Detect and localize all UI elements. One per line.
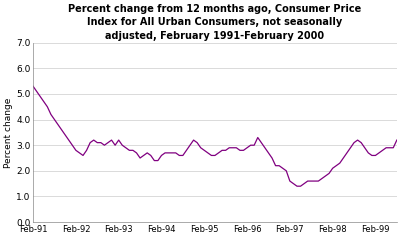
Y-axis label: Percent change: Percent change — [4, 97, 13, 168]
Title: Percent change from 12 months ago, Consumer Price
Index for All Urban Consumers,: Percent change from 12 months ago, Consu… — [68, 4, 362, 40]
